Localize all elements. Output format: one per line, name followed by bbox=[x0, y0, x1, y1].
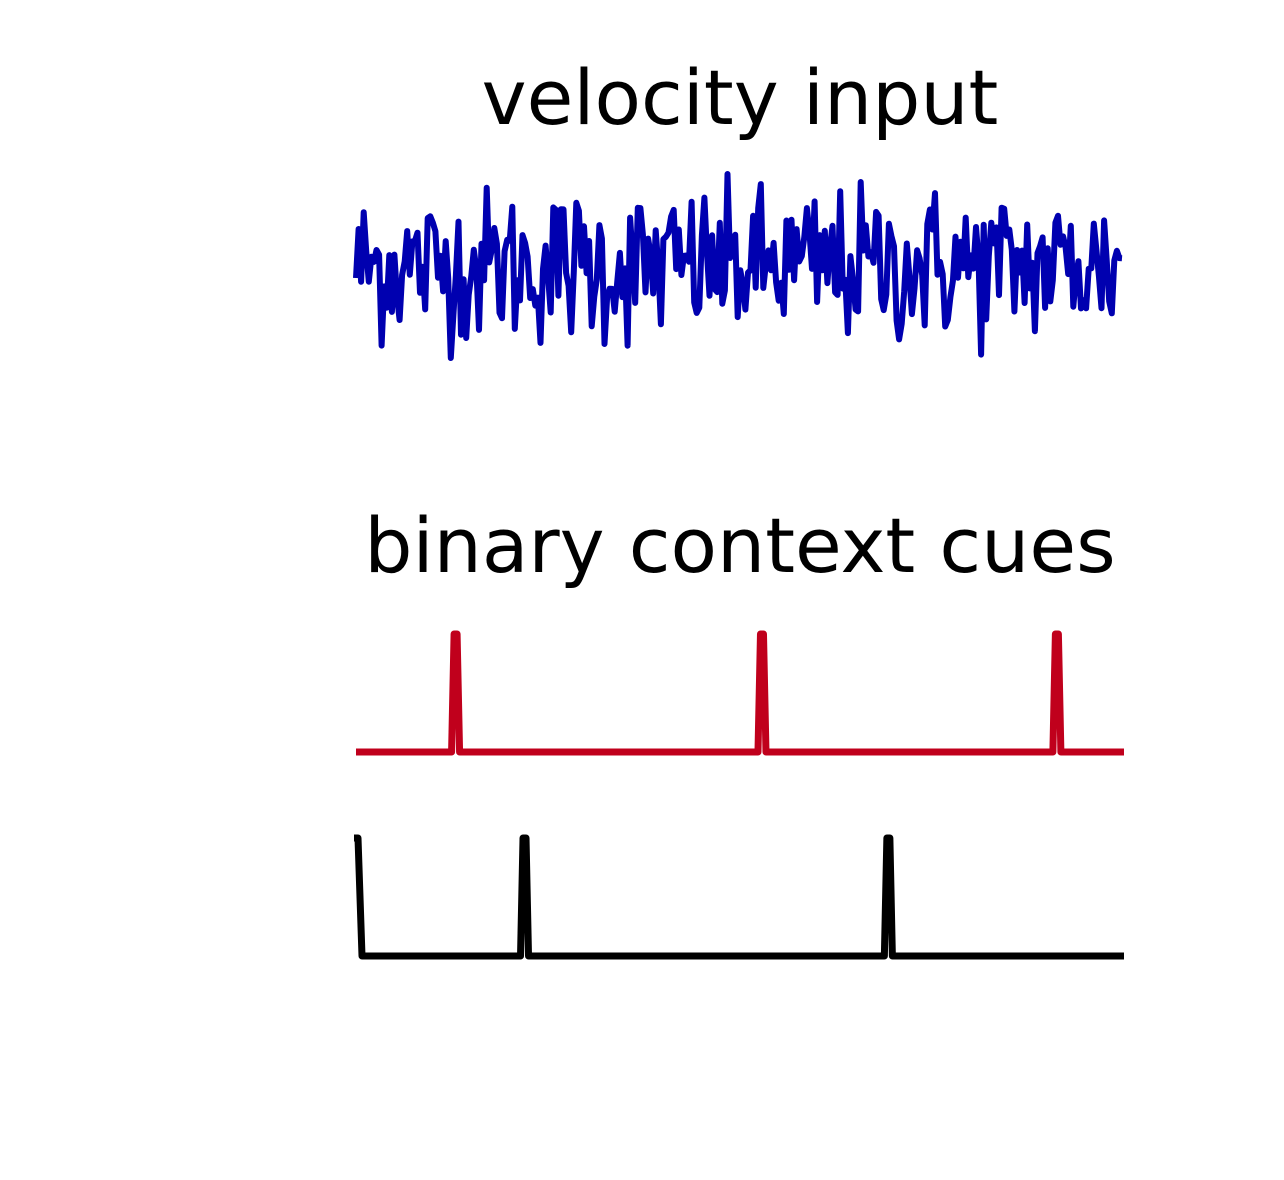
context-cue-a-group bbox=[356, 630, 1124, 756]
velocity-input-title: velocity input bbox=[482, 53, 999, 142]
velocity-trace-line bbox=[353, 171, 1123, 361]
velocity-trace-group bbox=[353, 171, 1123, 361]
context-cue-a-line bbox=[356, 630, 1124, 756]
context-cue-b-group bbox=[354, 834, 1124, 960]
context-cue-b-line bbox=[354, 834, 1124, 960]
binary-context-cues-title: binary context cues bbox=[364, 501, 1115, 590]
